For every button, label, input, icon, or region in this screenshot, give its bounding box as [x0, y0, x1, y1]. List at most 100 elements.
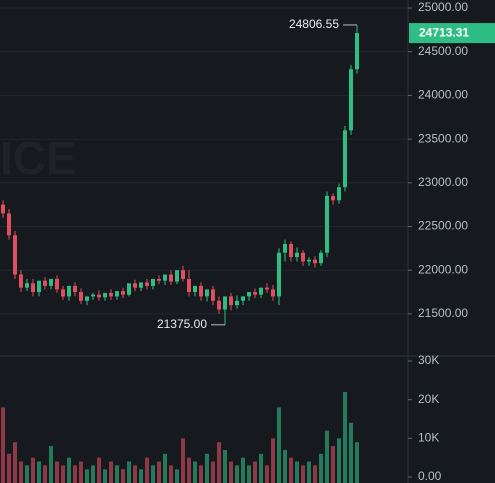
high-label: 24806.55	[289, 17, 339, 31]
volume-bar	[109, 461, 113, 483]
volume-bar	[175, 469, 179, 483]
y-tick-label: 24000.00	[418, 88, 468, 102]
low-label: 21375.00	[157, 317, 207, 331]
volume-bar	[349, 422, 353, 483]
candle-body	[181, 270, 185, 279]
volume-bar	[301, 465, 305, 483]
volume-bar	[325, 430, 329, 483]
volume-bar	[157, 461, 161, 483]
volume-bar	[49, 446, 53, 483]
candle-body	[331, 195, 335, 201]
watermark: ICE	[0, 132, 77, 184]
volume-bar	[217, 442, 221, 483]
candle-body	[73, 285, 77, 293]
candle-body	[31, 283, 35, 293]
candle-body	[121, 291, 125, 295]
candle-body	[229, 296, 233, 306]
volume-bar	[259, 453, 263, 483]
volume-bar	[151, 465, 155, 483]
candle-body	[169, 274, 173, 282]
volume-bar	[13, 442, 17, 483]
candle-body	[355, 33, 359, 70]
y-tick-label: 25000.00	[418, 0, 468, 14]
candle-body	[265, 287, 269, 290]
candle-body	[277, 252, 281, 297]
candle-body	[109, 292, 113, 297]
volume-bar	[19, 461, 23, 483]
candle-body	[49, 278, 53, 286]
candle-body	[223, 296, 227, 310]
volume-tick-label: 0.00	[418, 469, 442, 483]
candle-body	[157, 278, 161, 281]
volume-bar	[169, 465, 173, 483]
volume-bar	[97, 457, 101, 483]
y-tick-label: 24500.00	[418, 44, 468, 58]
volume-bar	[265, 465, 269, 483]
candle-body	[307, 259, 311, 262]
volume-bar	[139, 469, 143, 483]
volume-bar	[91, 465, 95, 483]
y-tick-label: 21500.00	[418, 306, 468, 320]
candle-body	[205, 289, 209, 297]
last-price-box	[409, 23, 495, 44]
candle-body	[139, 282, 143, 288]
volume-bar	[253, 461, 257, 483]
volume-bar	[289, 457, 293, 483]
volume-bar	[61, 465, 65, 483]
volume-bar	[235, 465, 239, 483]
volume-bar	[25, 465, 29, 483]
volume-bar	[295, 461, 299, 483]
candle-body	[211, 289, 215, 301]
last-price-label: 24713.31	[419, 25, 469, 39]
volume-bar	[331, 446, 335, 483]
candle-body	[175, 270, 179, 282]
volume-bar	[1, 407, 5, 483]
volume-bar	[7, 453, 11, 483]
volume-bar	[283, 449, 287, 483]
candle-body	[313, 259, 317, 264]
candle-body	[79, 292, 83, 301]
volume-bar	[319, 453, 323, 483]
candle-body	[91, 294, 95, 297]
candle-body	[349, 69, 353, 131]
volume-bar	[121, 469, 125, 483]
candle-body	[67, 285, 71, 297]
candle-body	[343, 130, 347, 188]
volume-bar	[193, 461, 197, 483]
candle-body	[103, 292, 107, 298]
candle-body	[97, 294, 101, 298]
candle-body	[133, 283, 137, 288]
volume-tick-label: 10K	[418, 431, 439, 445]
candle-body	[7, 213, 11, 236]
candle-body	[163, 274, 167, 281]
y-tick-label: 22000.00	[418, 262, 468, 276]
candle-body	[13, 235, 17, 275]
candle-body	[145, 282, 149, 286]
candle-body	[19, 274, 23, 288]
candle-body	[37, 280, 41, 293]
candle-body	[151, 278, 155, 286]
candle-body	[283, 243, 287, 253]
candle-body	[241, 296, 245, 301]
volume-bar	[43, 465, 47, 483]
y-tick-label: 23000.00	[418, 175, 468, 189]
volume-tick-label: 30K	[418, 353, 439, 367]
volume-bar	[31, 457, 35, 483]
candle-body	[337, 187, 341, 201]
volume-bar	[79, 461, 83, 483]
volume-bar	[199, 465, 203, 483]
candle-body	[247, 292, 251, 297]
volume-bar	[115, 465, 119, 483]
volume-bar	[307, 461, 311, 483]
volume-bar	[355, 442, 359, 483]
candle-body	[235, 300, 239, 306]
candle-body	[259, 287, 263, 295]
volume-bar	[67, 457, 71, 483]
volume-bar	[211, 461, 215, 483]
volume-bar	[205, 453, 209, 483]
candle-body	[301, 252, 305, 262]
volume-bar	[163, 453, 167, 483]
volume-bar	[85, 469, 89, 483]
